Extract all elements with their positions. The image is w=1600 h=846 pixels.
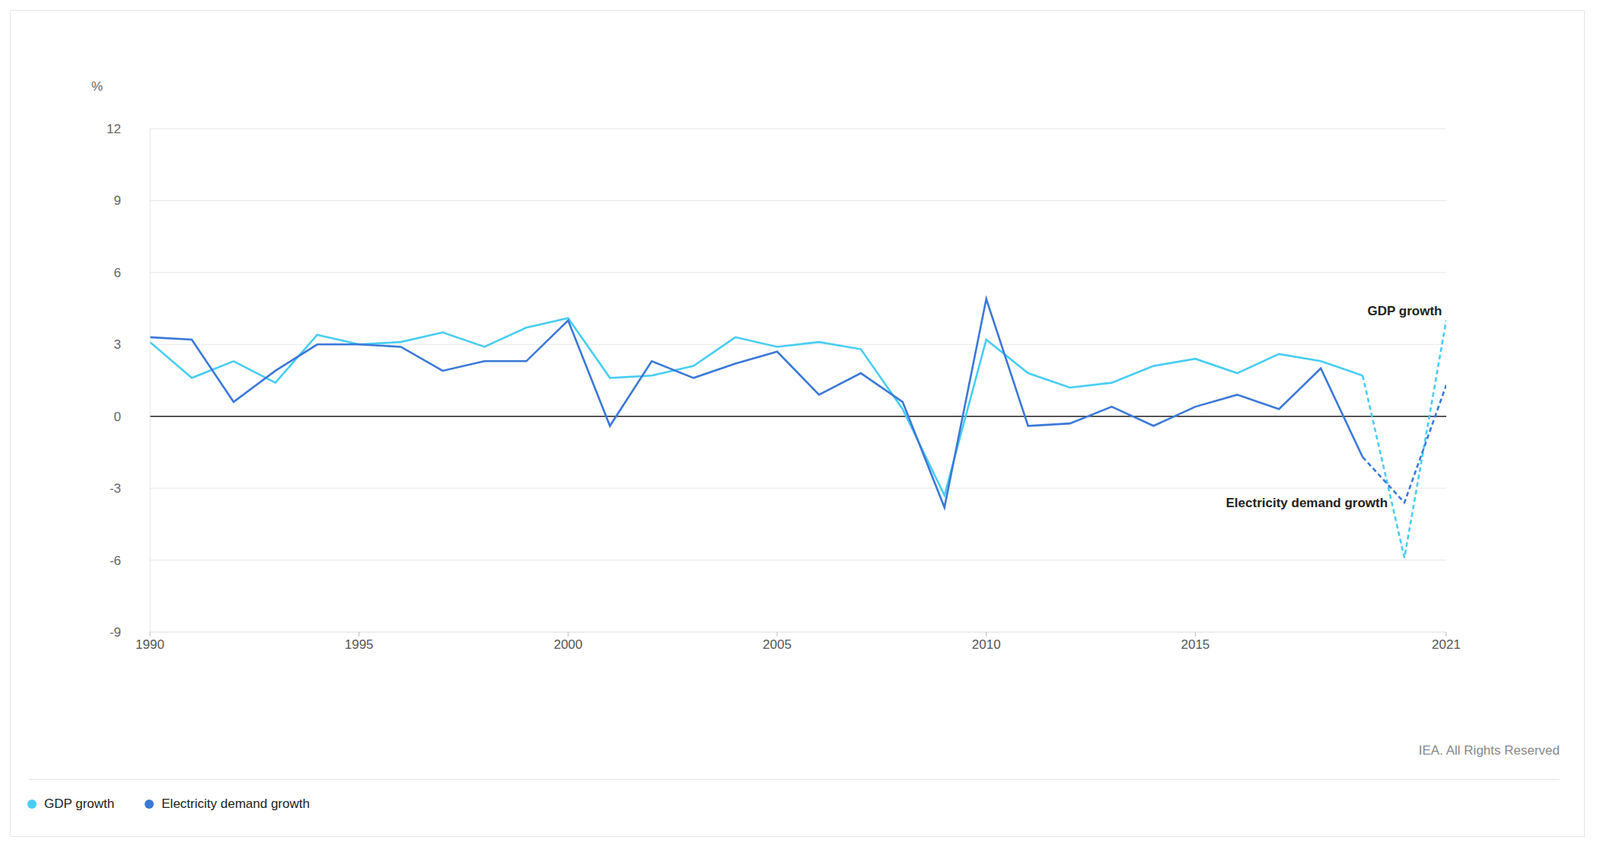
svg-text:2000: 2000 (553, 637, 583, 652)
svg-text:Electricity demand growth: Electricity demand growth (1226, 495, 1389, 510)
html-text:Electricity demand growth: Electricity demand growth (161, 796, 310, 811)
svg-text:-9: -9 (109, 624, 122, 640)
html-text:GDP growth: GDP growth (44, 796, 115, 811)
svg-text:2021: 2021 (1431, 637, 1461, 652)
svg-text:-6: -6 (109, 553, 122, 568)
svg-text:6: 6 (114, 265, 122, 281)
svg-text:1990: 1990 (135, 637, 165, 652)
svg-text:2010: 2010 (972, 637, 1001, 652)
svg-text:3: 3 (114, 337, 122, 352)
svg-text:9: 9 (114, 193, 122, 208)
svg-text:1995: 1995 (344, 637, 374, 652)
svg-text:0: 0 (114, 409, 122, 424)
svg-text:12: 12 (106, 121, 122, 137)
svg-text:2005: 2005 (762, 637, 792, 652)
svg-text:2015: 2015 (1180, 637, 1210, 652)
svg-text:GDP growth: GDP growth (1367, 303, 1443, 319)
html-text:IEA. All Rights Reserved: IEA. All Rights Reserved (1418, 742, 1560, 758)
svg-text:-3: -3 (109, 481, 122, 496)
